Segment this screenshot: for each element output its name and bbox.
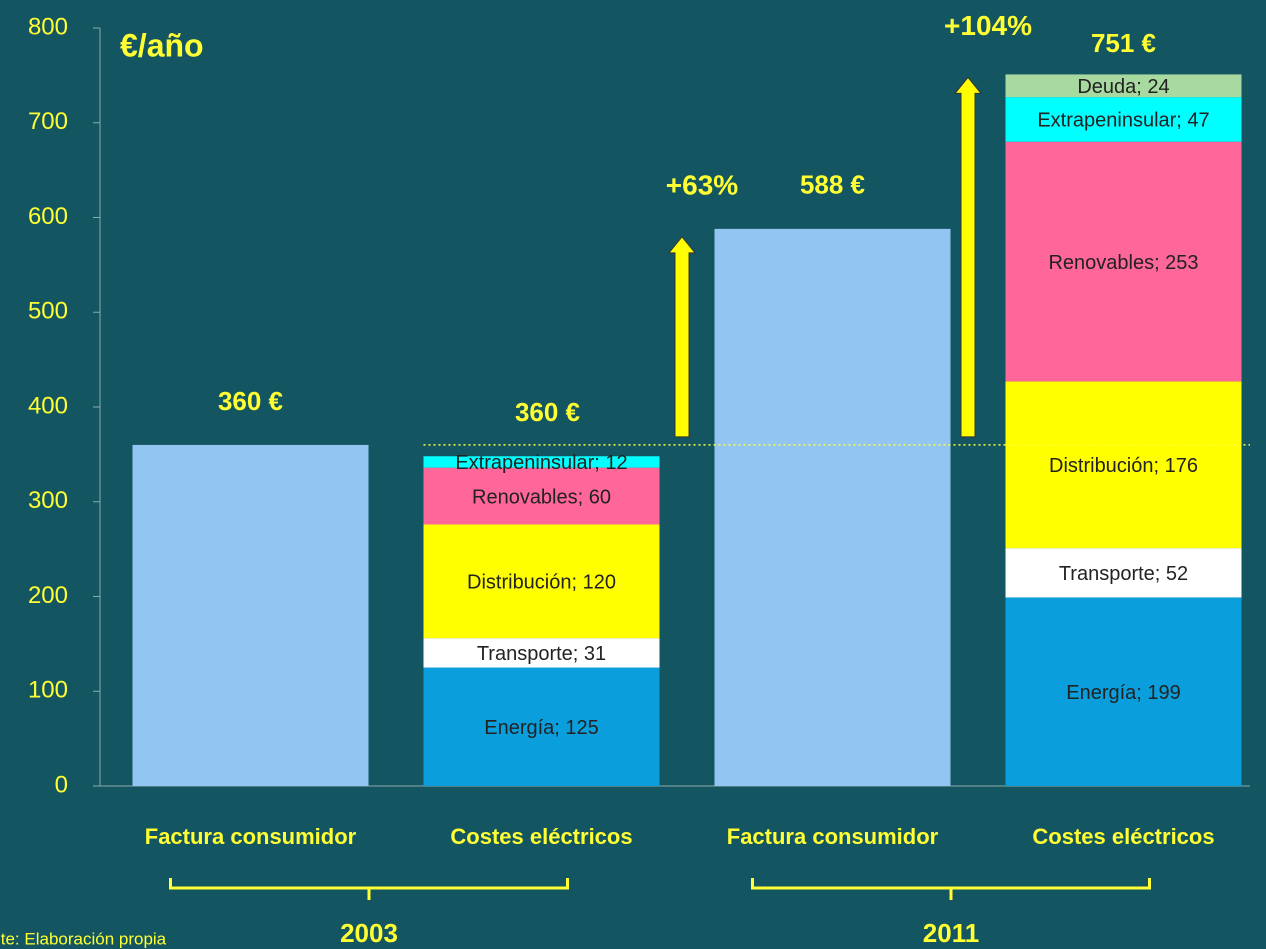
annotation: +104% [944, 10, 1032, 41]
bar-segment [1005, 381, 1242, 549]
y-tick-label: 200 [28, 582, 68, 609]
total-label: 751 € [1091, 28, 1156, 58]
total-label: 360 € [218, 386, 283, 416]
x-tick-label: Factura consumidor [145, 824, 357, 849]
segment-label: Renovables; 60 [472, 486, 611, 508]
segment-label: Transporte; 52 [1059, 563, 1188, 585]
segment-label: Extrapeninsular; 47 [1037, 110, 1209, 132]
x-tick-label: Costes eléctricos [1032, 824, 1214, 849]
y-tick-label: 300 [28, 487, 68, 514]
axis-label: €/año [120, 27, 204, 63]
segment-label: Extrapeninsular; 12 [455, 452, 627, 474]
annotation: +63% [666, 169, 738, 200]
segment-label: Distribución; 176 [1049, 455, 1198, 477]
total-label: 588 € [800, 170, 865, 200]
bar-segment [1005, 548, 1242, 598]
bar-segment [423, 467, 660, 525]
bar-segment [1005, 97, 1242, 142]
source: Fuente: Elaboración propia [0, 929, 167, 948]
y-tick-label: 700 [28, 108, 68, 135]
y-tick-label: 0 [55, 771, 68, 798]
group-label: 2011 [923, 918, 979, 948]
group-bracket [751, 878, 1151, 900]
bar-segment [423, 456, 660, 468]
total-label: 360 € [515, 397, 580, 427]
bar-segment [1005, 141, 1242, 382]
segment-label: Renovables; 253 [1048, 252, 1198, 274]
segment-label: Deuda; 24 [1077, 76, 1169, 98]
bar-segment [423, 638, 660, 668]
bar-segment [423, 667, 660, 786]
x-tick-label: Factura consumidor [727, 824, 939, 849]
segment-label: Transporte; 31 [477, 643, 606, 665]
bar-segment [132, 444, 369, 786]
segment-label: Distribución; 120 [467, 572, 616, 594]
y-tick-label: 400 [28, 392, 68, 419]
bar-segment [423, 524, 660, 639]
bar-segment [1005, 597, 1242, 786]
group-label: 2003 [340, 918, 398, 948]
arrow [953, 76, 983, 438]
bar-segment [1005, 74, 1242, 98]
bar-segment [714, 228, 951, 786]
y-tick-label: 800 [28, 13, 68, 40]
y-tick-label: 600 [28, 203, 68, 230]
arrow [667, 236, 697, 438]
y-tick-label: 100 [28, 677, 68, 704]
segment-label: Energía; 125 [484, 717, 599, 739]
group-bracket [169, 878, 569, 900]
y-tick-label: 500 [28, 298, 68, 325]
x-tick-label: Costes eléctricos [450, 824, 632, 849]
segment-label: Energía; 199 [1066, 682, 1181, 704]
